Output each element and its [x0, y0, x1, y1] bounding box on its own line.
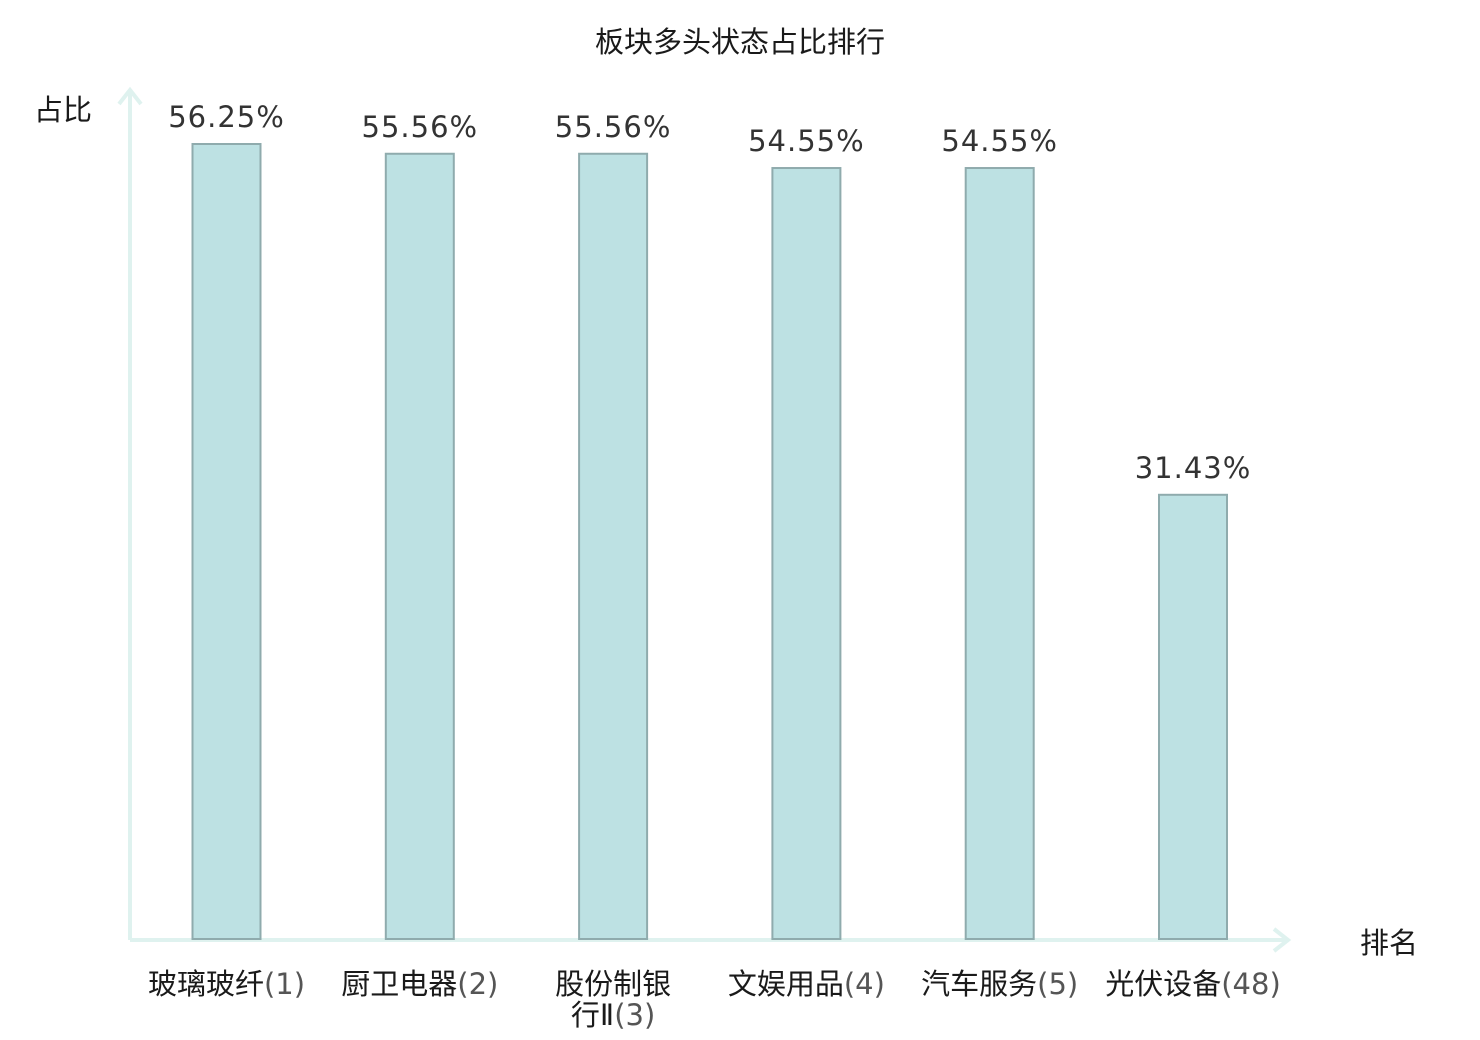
category-rank: (3) — [614, 998, 655, 1032]
bar — [1158, 493, 1228, 940]
bar — [384, 152, 455, 940]
category-name: 汽车服务 — [921, 967, 1037, 1001]
category-name: 玻璃玻纤 — [148, 967, 264, 1001]
bar-value-label: 54.55% — [941, 124, 1058, 158]
bar — [964, 167, 1035, 940]
category-labels-group: 玻璃玻纤(1) 厨卫电器(2) 股份制银行Ⅱ(3) 文娱用品(4) 汽车服务(5) 光伏设… — [148, 967, 1281, 1032]
bar — [578, 152, 649, 940]
bar-value-label: 54.55% — [748, 124, 865, 158]
category-name: 光伏设备 — [1105, 967, 1221, 1001]
category-name: 文娱用品 — [728, 967, 844, 1001]
bar-value-label: 55.56% — [555, 110, 672, 144]
bar-value-label: 31.43% — [1135, 451, 1252, 485]
category-name: 厨卫电器 — [341, 967, 457, 1001]
x-axis-arrow — [1272, 927, 1292, 953]
category-rank: (2) — [457, 967, 498, 1001]
x-axis-label: 排名 — [1360, 926, 1418, 960]
bar — [771, 167, 842, 940]
bars-group — [191, 143, 1228, 940]
y-axis-arrow — [117, 86, 143, 106]
category-name-line2: 行Ⅱ — [571, 998, 614, 1032]
value-labels-group: 56.25% 55.56% 55.56% 54.55% 54.55% 31.43% — [168, 100, 1252, 485]
category-rank: (5) — [1037, 967, 1078, 1001]
y-axis — [117, 86, 143, 940]
bar — [191, 143, 262, 940]
category-label: 文娱用品(4) — [728, 967, 885, 1001]
category-label: 厨卫电器(2) — [341, 967, 498, 1001]
category-rank: (4) — [844, 967, 885, 1001]
y-axis-label: 占比 — [34, 93, 92, 127]
category-label: 汽车服务(5) — [921, 967, 1078, 1001]
category-label: 股份制银行Ⅱ(3) — [555, 967, 671, 1032]
category-rank: (1) — [264, 967, 305, 1001]
bar-value-label: 55.56% — [362, 110, 479, 144]
chart-title: 板块多头状态占比排行 — [595, 25, 885, 59]
category-rank: (48) — [1221, 967, 1281, 1001]
category-label: 光伏设备(48) — [1105, 967, 1281, 1001]
bar-value-label: 56.25% — [168, 100, 285, 134]
x-axis — [130, 927, 1292, 953]
category-name-line1: 股份制银 — [555, 967, 671, 1001]
category-label: 玻璃玻纤(1) — [148, 967, 305, 1001]
